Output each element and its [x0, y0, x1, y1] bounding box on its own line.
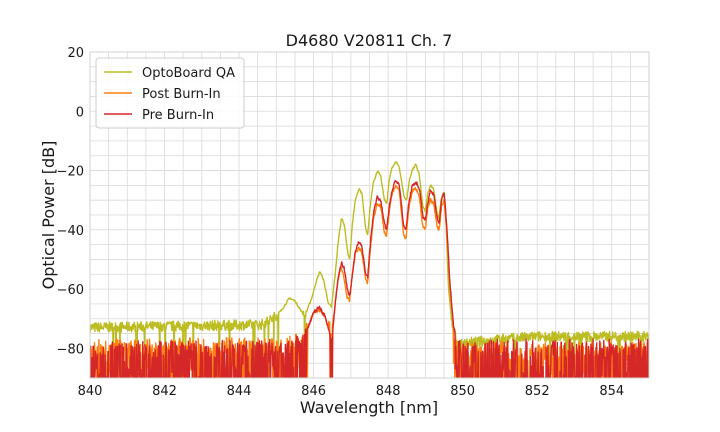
legend-label: Pre Burn-In [142, 108, 214, 123]
legend-label: OptoBoard QA [142, 66, 235, 81]
x-tick-label: 842 [152, 384, 177, 399]
series-line-3 [90, 179, 649, 378]
y-tick-label: −80 [57, 342, 84, 357]
x-tick-label: 850 [450, 384, 475, 399]
y-tick-label: −20 [57, 165, 84, 180]
x-tick-label: 844 [227, 384, 252, 399]
x-tick-labels: 840 842 844 846 848 850 852 854 [78, 384, 625, 399]
plot-frame [89, 51, 650, 379]
x-axis-label: Wavelength [nm] [300, 398, 438, 417]
x-tick-label: 846 [301, 384, 326, 399]
y-tick-label: 20 [67, 46, 84, 61]
legend-label: Post Burn-In [142, 87, 221, 102]
series-line-1 [90, 161, 649, 378]
legend: OptoBoard QA Post Burn-In Pre Burn-In [95, 57, 245, 129]
x-tick-label: 852 [525, 384, 550, 399]
x-tick-label: 840 [78, 384, 103, 399]
series-layer [90, 161, 649, 378]
y-tick-label: −60 [57, 283, 84, 298]
x-tick-label: 848 [376, 384, 401, 399]
y-tick-label: 0 [76, 105, 84, 120]
x-tick-label: 854 [599, 384, 624, 399]
legend-box [95, 57, 245, 129]
y-tick-label: −40 [57, 224, 84, 239]
chart-title: D4680 V20811 Ch. 7 [286, 31, 453, 50]
y-tick-labels: 20 0 −20 −40 −60 −80 [57, 46, 84, 357]
y-axis-label: Optical Power [dB] [39, 141, 58, 290]
